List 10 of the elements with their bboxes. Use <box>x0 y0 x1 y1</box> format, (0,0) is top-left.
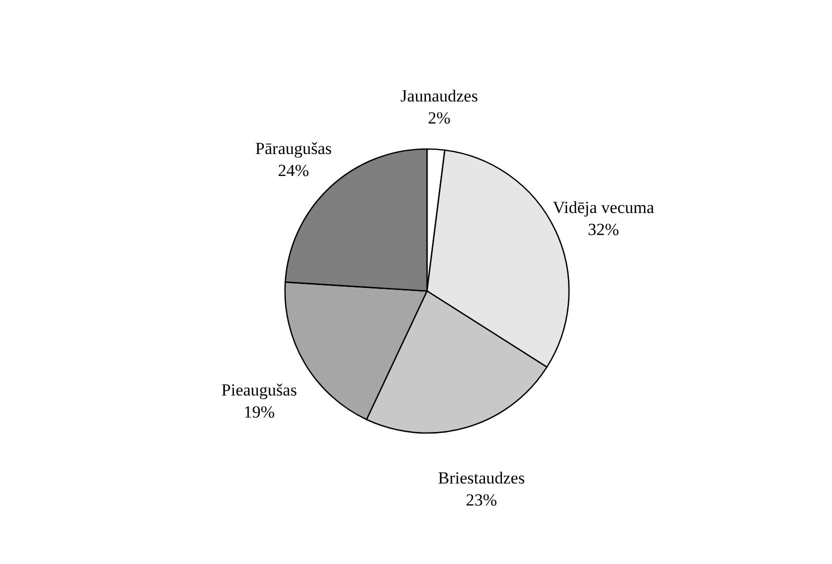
data-label: 2% <box>428 108 451 128</box>
data-label: 23% <box>466 490 497 510</box>
data-label: 19% <box>244 402 275 422</box>
slice-label: Briestaudzes <box>438 468 525 488</box>
slice-label: Pieaugušas <box>221 380 297 400</box>
data-label: 24% <box>278 160 310 180</box>
slice-label: Jaunaudzes <box>400 86 478 106</box>
slice-label: Vidēja vecuma <box>552 198 655 217</box>
data-label: 32% <box>588 220 620 239</box>
slice-label: Pāraugušas <box>255 138 332 158</box>
